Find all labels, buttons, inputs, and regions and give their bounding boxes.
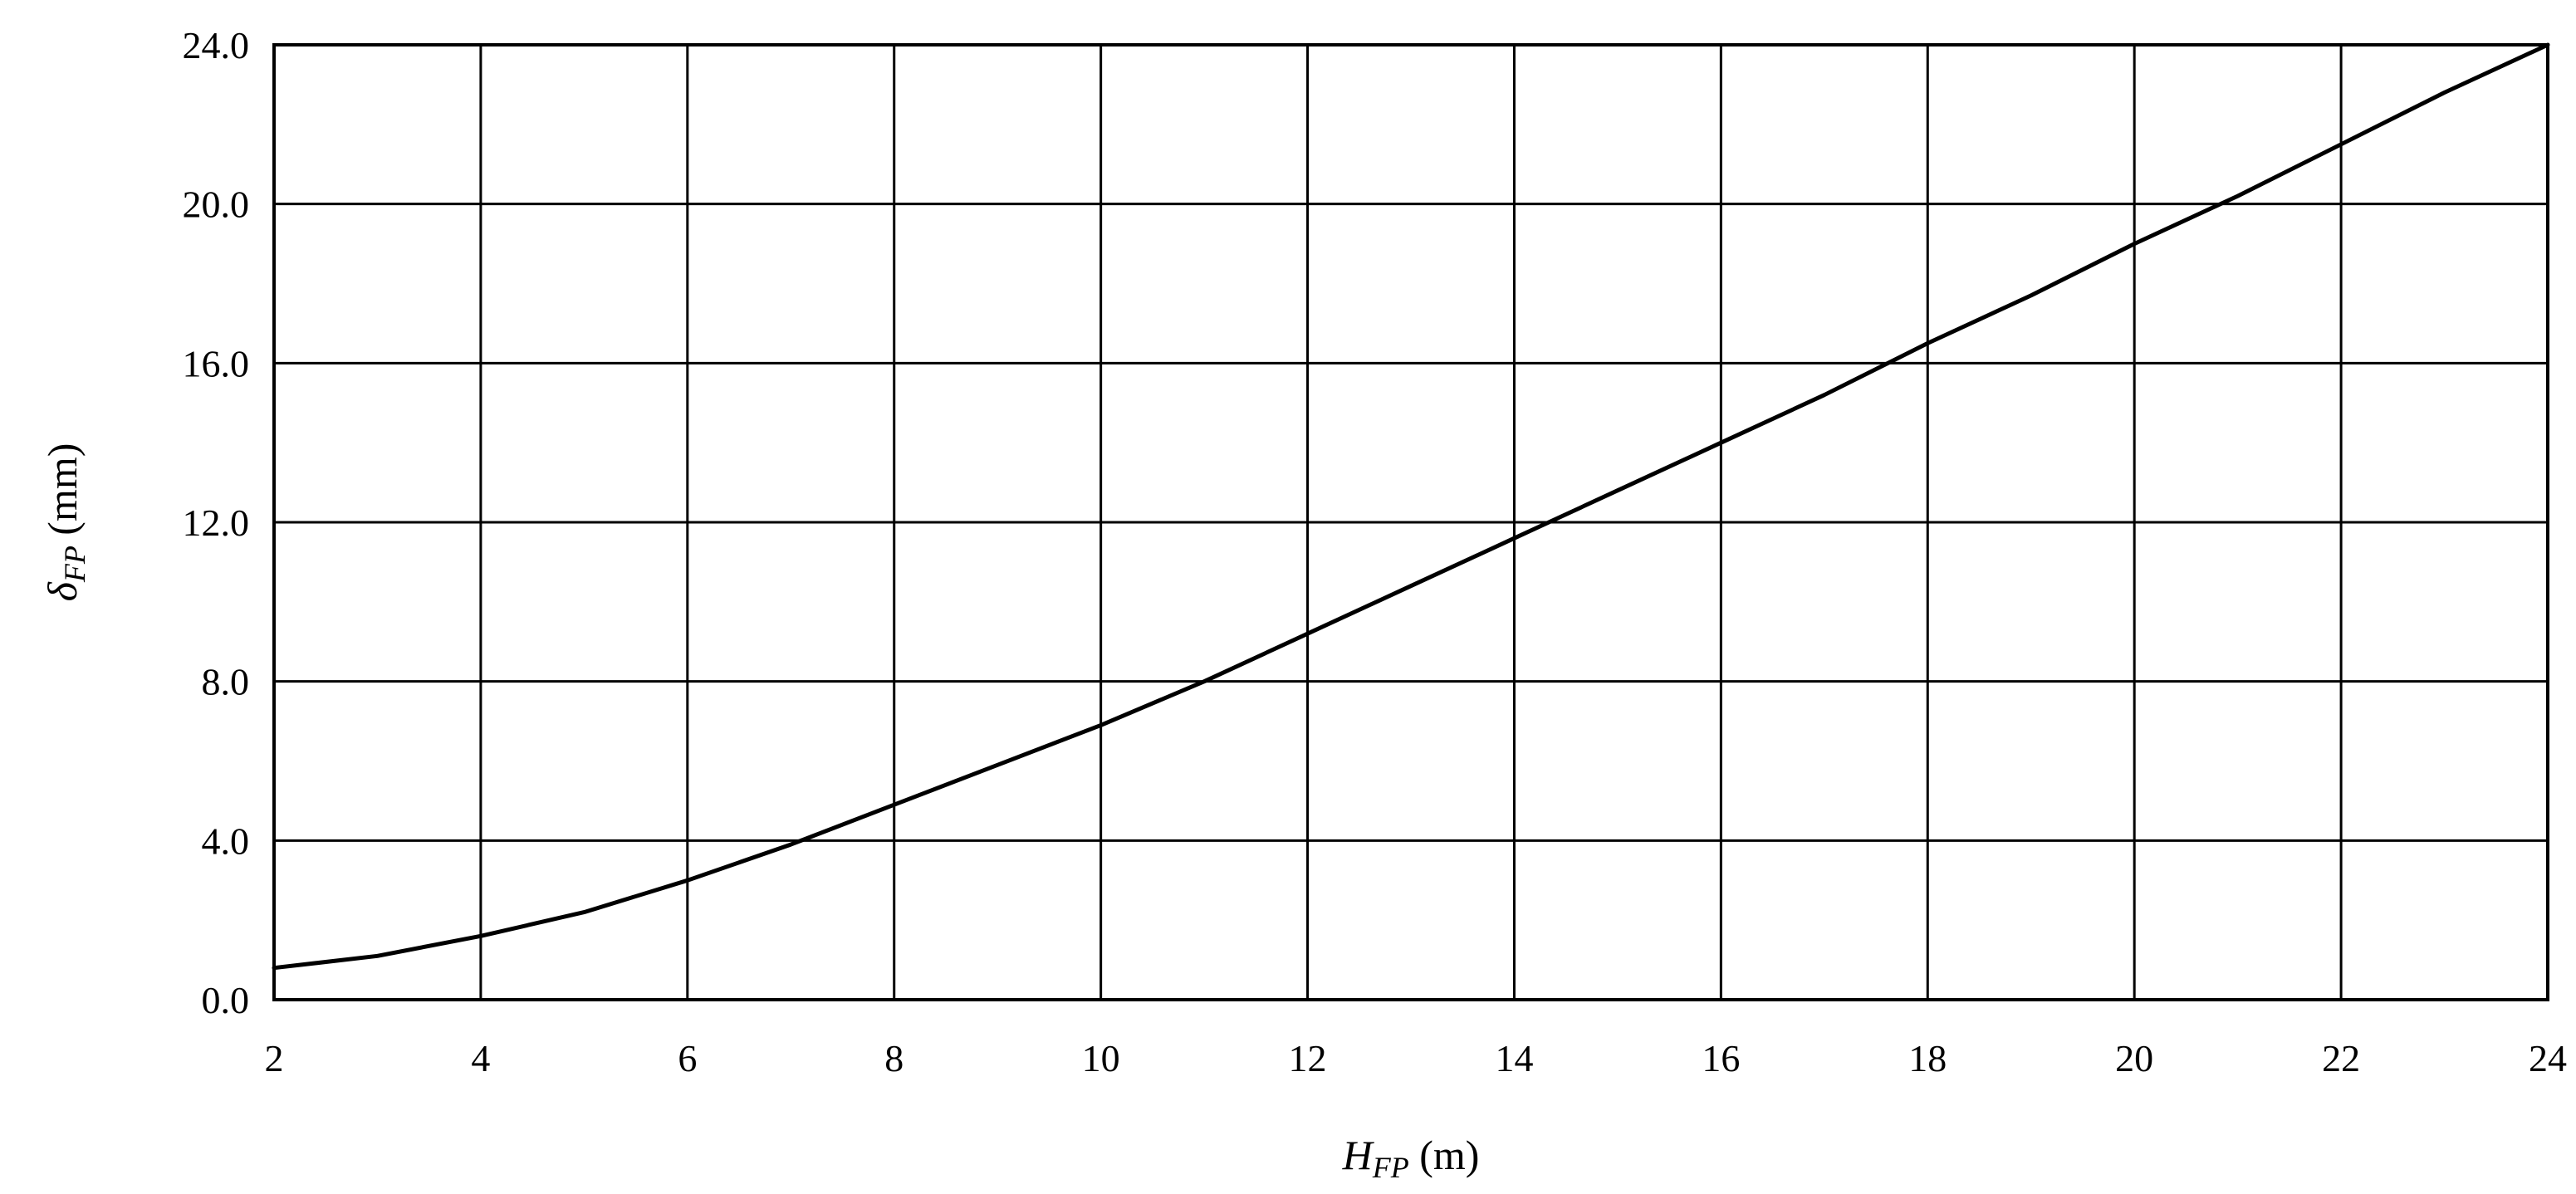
y-tick-labels: 0.0 4.0 8.0 12.0 16.0 20.0 24.0 <box>183 24 250 1021</box>
x-tick-label-2: 2 <box>265 1037 284 1079</box>
x-tick-label-24: 24 <box>2529 1037 2567 1079</box>
grid-lines <box>272 43 2549 1001</box>
y-tick-label-8.0: 8.0 <box>202 661 250 703</box>
y-tick-label-24.0: 24.0 <box>183 24 250 66</box>
x-axis-label: HFP (m) <box>1342 1132 1480 1184</box>
x-tick-label-12: 12 <box>1289 1037 1327 1079</box>
y-axis-label: δFP (mm) <box>39 443 91 602</box>
plot-frame <box>272 43 2549 1001</box>
x-tick-label-22: 22 <box>2322 1037 2360 1079</box>
series-line <box>272 42 2550 971</box>
x-tick-label-18: 18 <box>1908 1037 1947 1079</box>
y-tick-label-16.0: 16.0 <box>183 342 250 384</box>
x-tick-label-4: 4 <box>471 1037 490 1079</box>
y-tick-label-0.0: 0.0 <box>202 979 250 1021</box>
x-tick-label-20: 20 <box>2115 1037 2153 1079</box>
y-tick-label-4.0: 4.0 <box>202 820 250 862</box>
x-tick-label-6: 6 <box>678 1037 697 1079</box>
x-tick-label-14: 14 <box>1495 1037 1533 1079</box>
x-tick-label-8: 8 <box>884 1037 904 1079</box>
x-tick-label-16: 16 <box>1702 1037 1740 1079</box>
x-tick-labels: 2 4 6 8 10 12 14 16 18 20 22 24 <box>265 1037 2568 1079</box>
x-tick-label-10: 10 <box>1082 1037 1120 1079</box>
y-tick-label-12.0: 12.0 <box>183 502 250 544</box>
y-tick-label-20.0: 20.0 <box>183 184 250 226</box>
